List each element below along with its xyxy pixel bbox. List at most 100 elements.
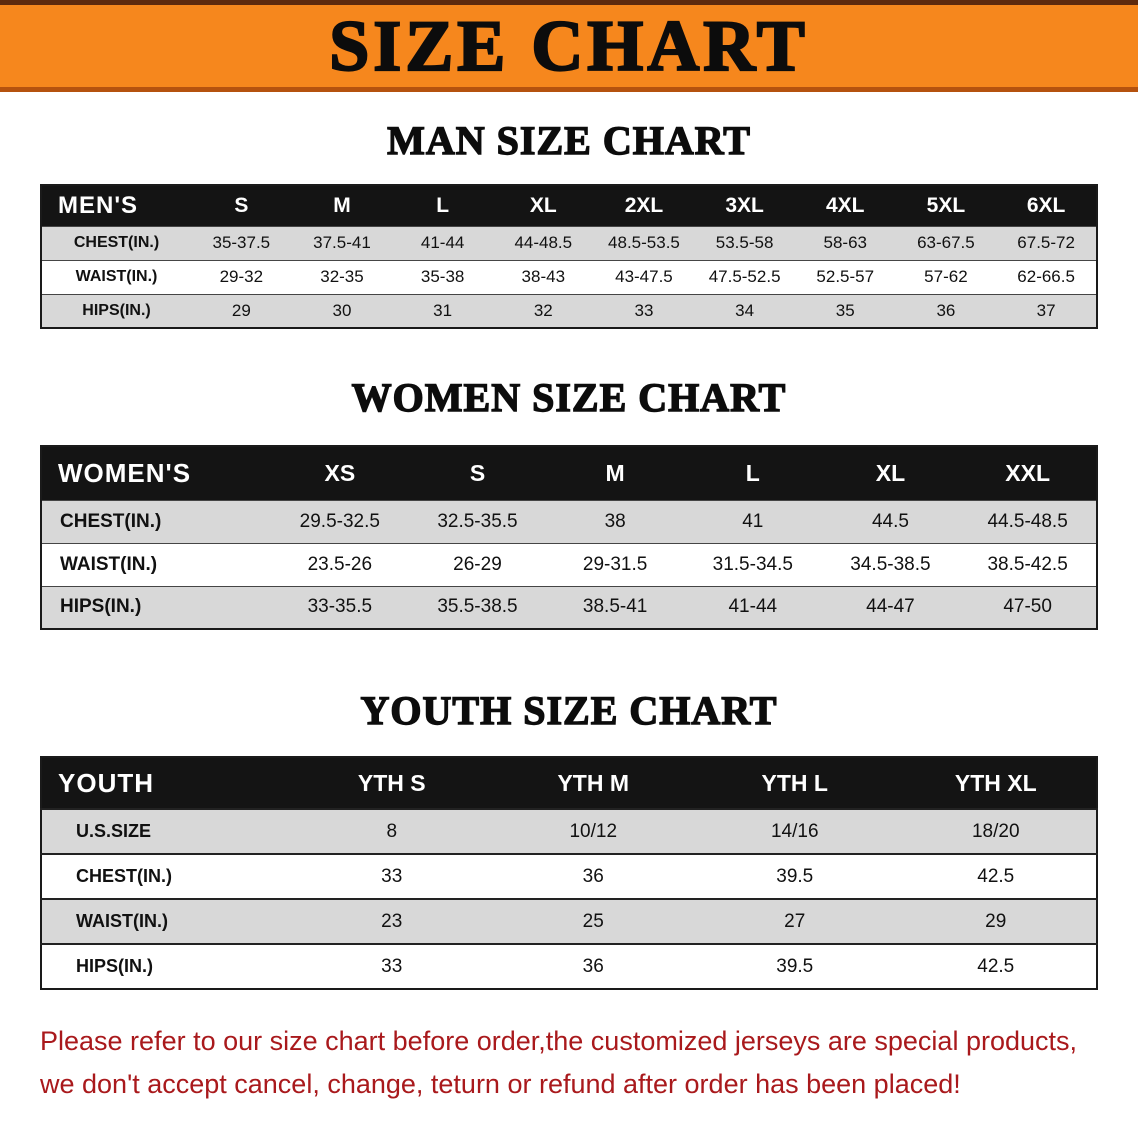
women-hips-row: HIPS(IN.) 33-35.5 35.5-38.5 38.5-41 41-4… <box>41 586 1097 629</box>
size-cell: 36 <box>936 300 956 320</box>
size-cell: 63-67.5 <box>917 233 975 252</box>
size-cell: 33 <box>381 955 403 977</box>
size-cell: 34 <box>735 300 755 320</box>
men-size-table: MEN'S S M L XL 2XL 3XL 4XL 5XL 6XL CHEST… <box>40 184 1098 329</box>
size-cell: 8 <box>386 820 398 842</box>
size-cell: 14/16 <box>770 820 819 842</box>
size-cell: 44-48.5 <box>514 233 573 252</box>
size-cell: 44.5-48.5 <box>987 510 1068 532</box>
size-column-header: L <box>392 185 493 226</box>
size-cell: 23 <box>381 910 403 932</box>
size-cell: 29 <box>231 300 251 320</box>
size-chart-banner: SIZE CHART <box>0 0 1138 92</box>
size-cell: 27 <box>784 910 806 932</box>
size-column-header: XS <box>271 446 409 500</box>
men-waist-row: WAIST(IN.) 29-32 32-35 35-38 38-43 43-47… <box>41 260 1097 294</box>
row-label: CHEST(IN.) <box>60 510 162 532</box>
size-cell: 29 <box>985 910 1007 932</box>
size-cell: 53.5-58 <box>715 233 774 252</box>
size-cell: 47-50 <box>1003 596 1052 618</box>
size-cell: 67.5-72 <box>1017 233 1075 252</box>
size-column-header: XL <box>821 446 960 500</box>
row-label: WAIST(IN.) <box>75 268 158 285</box>
size-cell: 41-44 <box>728 596 778 618</box>
disclaimer-line-1: Please refer to our size chart before or… <box>40 1026 1078 1056</box>
disclaimer-line-2: we don't accept cancel, change, teturn o… <box>40 1069 961 1100</box>
row-label: CHEST(IN.) <box>76 866 172 886</box>
size-column-header: M <box>546 446 684 500</box>
size-cell: 37.5-41 <box>313 233 371 252</box>
size-cell: 26-29 <box>453 553 502 575</box>
size-cell: 44-47 <box>866 596 915 618</box>
page-title: SIZE CHART <box>328 6 809 86</box>
youth-hips-row: HIPS(IN.) 33 36 39.5 42.5 <box>41 944 1097 989</box>
size-cell: 38.5-41 <box>582 596 648 618</box>
size-cell: 38.5-42.5 <box>987 553 1068 575</box>
size-column-header: YTH XL <box>895 757 1097 809</box>
size-cell: 41-44 <box>420 233 465 252</box>
size-cell: 36 <box>582 955 604 977</box>
size-cell: 39.5 <box>776 865 814 887</box>
size-column-header: XL <box>492 185 594 226</box>
size-cell: 31 <box>433 300 453 320</box>
youth-chest-row: CHEST(IN.) 33 36 39.5 42.5 <box>41 854 1097 899</box>
size-cell: 29.5-32.5 <box>299 510 380 532</box>
row-label: U.S.SIZE <box>76 821 152 841</box>
size-cell: 25 <box>582 910 604 932</box>
size-column-header: 5XL <box>895 185 997 226</box>
size-column-header: YTH S <box>291 757 493 809</box>
row-label: HIPS(IN.) <box>60 596 142 618</box>
size-column-header: YTH M <box>492 757 694 809</box>
size-cell: 47.5-52.5 <box>708 267 781 286</box>
women-header-row: WOMEN'S XS S M L XL XXL <box>41 446 1097 500</box>
youth-section-heading: YOUTH SIZE CHART <box>360 687 778 733</box>
youth-waist-row: WAIST(IN.) 23 25 27 29 <box>41 899 1097 944</box>
size-column-header: 2XL <box>593 185 695 226</box>
women-table-title: WOMEN'S <box>41 446 271 500</box>
row-label: CHEST(IN.) <box>73 234 160 251</box>
size-cell: 23.5-26 <box>307 553 373 575</box>
size-column-header: M <box>291 185 393 226</box>
youth-header-row: YOUTH YTH S YTH M YTH L YTH XL <box>41 757 1097 809</box>
size-cell: 43-47.5 <box>615 267 673 286</box>
size-column-header: XXL <box>959 446 1097 500</box>
men-hips-row: HIPS(IN.) 29 30 31 32 33 34 35 36 37 <box>41 294 1097 328</box>
size-column-header: 3XL <box>694 185 795 226</box>
size-cell: 48.5-53.5 <box>608 233 680 252</box>
size-cell: 32-35 <box>320 267 364 286</box>
disclaimer-note: Please refer to our size chart before or… <box>40 1020 1118 1106</box>
size-cell: 52.5-57 <box>816 267 875 286</box>
size-cell: 33 <box>381 865 403 887</box>
women-waist-row: WAIST(IN.) 23.5-26 26-29 29-31.5 31.5-34… <box>41 543 1097 586</box>
size-cell: 29-31.5 <box>582 553 648 575</box>
size-column-header: 6XL <box>996 185 1097 226</box>
size-cell: 29-32 <box>219 267 264 286</box>
size-cell: 57-62 <box>924 267 968 286</box>
size-column-header: L <box>683 446 822 500</box>
size-cell: 38-43 <box>521 267 566 286</box>
size-cell: 38 <box>604 510 626 532</box>
size-cell: 32 <box>533 300 553 320</box>
size-cell: 33-35.5 <box>307 596 373 618</box>
women-size-table: WOMEN'S XS S M L XL XXL CHEST(IN.) 29.5-… <box>40 445 1098 630</box>
youth-table-title: YOUTH <box>41 757 291 809</box>
women-section-heading: WOMEN SIZE CHART <box>351 374 787 420</box>
size-cell: 41 <box>742 510 764 532</box>
men-chest-row: CHEST(IN.) 35-37.5 37.5-41 41-44 44-48.5… <box>41 226 1097 260</box>
youth-ussize-row: U.S.SIZE 8 10/12 14/16 18/20 <box>41 809 1097 854</box>
size-cell: 42.5 <box>977 955 1015 977</box>
size-cell: 36 <box>582 865 604 887</box>
size-cell: 35-37.5 <box>212 233 271 252</box>
size-cell: 30 <box>332 300 352 320</box>
size-cell: 18/20 <box>971 820 1020 842</box>
row-label: WAIST(IN.) <box>60 553 158 575</box>
size-column-header: S <box>191 185 292 226</box>
row-label: HIPS(IN.) <box>76 956 154 976</box>
size-cell: 35-38 <box>420 267 465 286</box>
men-section-heading: MAN SIZE CHART <box>386 117 751 163</box>
size-cell: 37 <box>1036 300 1056 320</box>
size-cell: 34.5-38.5 <box>850 553 931 575</box>
women-chest-row: CHEST(IN.) 29.5-32.5 32.5-35.5 38 41 44.… <box>41 500 1097 543</box>
youth-size-table: YOUTH YTH S YTH M YTH L YTH XL U.S.SIZE … <box>40 756 1098 990</box>
size-cell: 39.5 <box>776 955 814 977</box>
